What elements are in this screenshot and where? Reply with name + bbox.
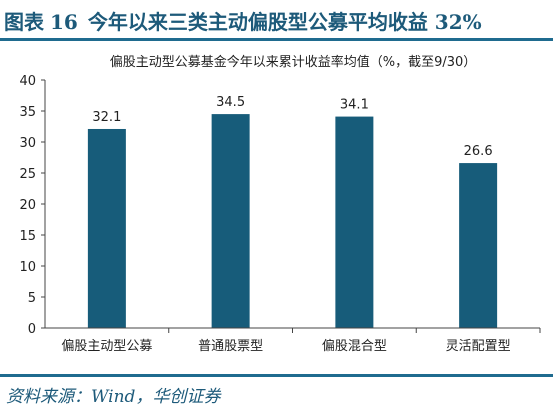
data-label: 34.5 <box>216 95 245 110</box>
y-tick-label: 35 <box>19 105 36 120</box>
title-divider <box>0 38 553 41</box>
x-tick-label: 灵活配置型 <box>446 339 511 354</box>
x-tick-label: 偏股混合型 <box>322 339 387 354</box>
bar <box>87 128 126 328</box>
y-tick-label: 25 <box>19 167 36 182</box>
x-tick-label: 偏股主动型公募 <box>61 339 152 354</box>
y-tick-label: 20 <box>19 198 36 213</box>
chart-title: 偏股主动型公募基金今年以来累计收益率均值（%，截至9/30） <box>110 54 477 70</box>
bar-chart: 偏股主动型公募基金今年以来累计收益率均值（%，截至9/30） 0 5 10 15 20 2… <box>19 54 541 354</box>
bar-series: 32.1 34.5 34.1 26.6 <box>87 95 498 328</box>
figure-title: 图表 16 今年以来三类主动偏股型公募平均收益 32% <box>4 6 482 35</box>
figure-title-text: 今年以来三类主动偏股型公募平均收益 32% <box>87 10 482 34</box>
y-tick-label: 15 <box>19 229 36 244</box>
bar <box>211 114 250 328</box>
y-tick-label: 0 <box>28 322 36 337</box>
bar <box>459 163 498 328</box>
source-note: 资料来源：Wind，华创证券 <box>6 387 221 407</box>
figure-label: 图表 <box>4 10 44 34</box>
data-label: 34.1 <box>340 98 369 113</box>
y-tick-label: 10 <box>19 260 36 275</box>
x-axis: 偏股主动型公募 普通股票型 偏股混合型 灵活配置型 <box>45 327 541 354</box>
y-tick-label: 40 <box>19 74 36 89</box>
x-tick-label: 普通股票型 <box>198 339 263 354</box>
source-divider <box>0 374 553 377</box>
y-tick-label: 5 <box>28 291 36 306</box>
y-axis: 0 5 10 15 20 25 30 35 40 <box>19 74 46 337</box>
bar <box>335 116 374 328</box>
y-tick-label: 30 <box>19 136 36 151</box>
data-label: 32.1 <box>92 110 121 125</box>
data-label: 26.6 <box>464 144 493 159</box>
figure-number: 16 <box>50 10 78 34</box>
